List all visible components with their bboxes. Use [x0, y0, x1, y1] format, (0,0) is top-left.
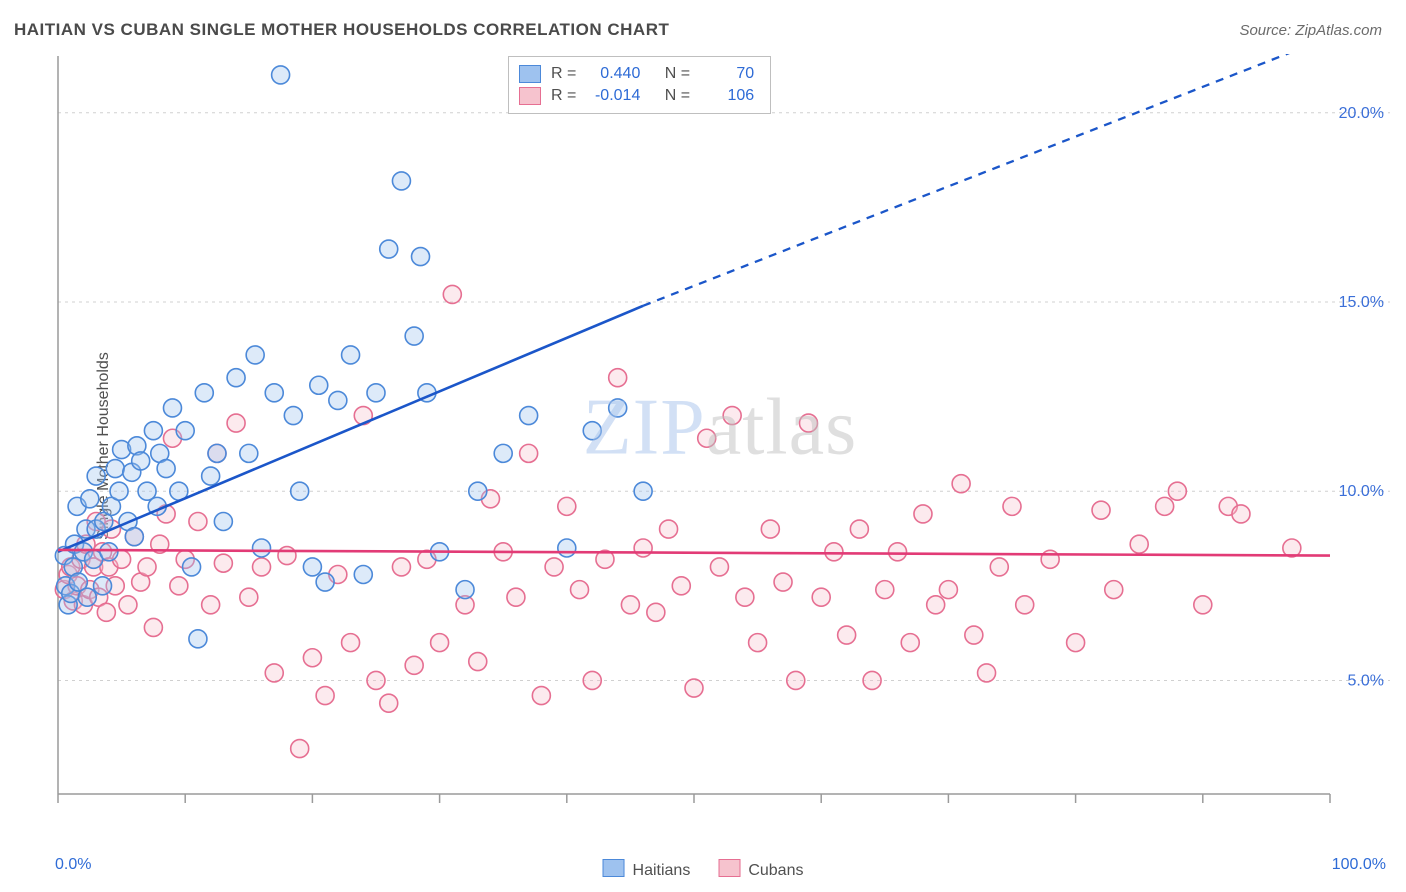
legend-label-cubans: Cubans	[748, 862, 803, 879]
r-label: R =	[551, 63, 576, 85]
chart-title: HAITIAN VS CUBAN SINGLE MOTHER HOUSEHOLD…	[14, 20, 669, 40]
swatch-cubans-icon	[519, 87, 541, 105]
chart-source: Source: ZipAtlas.com	[1239, 22, 1382, 39]
legend-item-haitians: Haitians	[603, 859, 691, 880]
x-min-label: 0.0%	[55, 856, 91, 874]
legend-swatch-cubans-icon	[718, 859, 740, 877]
n-label: N =	[665, 85, 690, 107]
swatch-haitians-icon	[519, 65, 541, 83]
legend-item-cubans: Cubans	[718, 859, 803, 880]
svg-text:10.0%: 10.0%	[1339, 483, 1384, 500]
n-value-cubans: 106	[700, 85, 754, 107]
n-label: N =	[665, 63, 690, 85]
stats-row-cubans: R = -0.014 N = 106	[519, 85, 754, 107]
stats-legend-box: R = 0.440 N = 70 R = -0.014 N = 106	[508, 56, 771, 114]
r-label: R =	[551, 85, 576, 107]
n-value-haitians: 70	[700, 63, 754, 85]
r-value-haitians: 0.440	[586, 63, 640, 85]
scatter-plot-svg: 5.0% 10.0% 15.0% 20.0%	[50, 54, 1390, 834]
legend-swatch-haitians-icon	[603, 859, 625, 877]
bottom-legend: Haitians Cubans	[603, 859, 804, 880]
legend-label-haitians: Haitians	[633, 862, 691, 879]
svg-text:20.0%: 20.0%	[1339, 105, 1384, 122]
stats-row-haitians: R = 0.440 N = 70	[519, 63, 754, 85]
svg-text:15.0%: 15.0%	[1339, 294, 1384, 311]
svg-text:5.0%: 5.0%	[1348, 672, 1384, 689]
x-max-label: 100.0%	[1332, 856, 1386, 874]
r-value-cubans: -0.014	[586, 85, 640, 107]
plot-area: 5.0% 10.0% 15.0% 20.0% R = 0.440 N = 70 R =…	[50, 54, 1390, 834]
